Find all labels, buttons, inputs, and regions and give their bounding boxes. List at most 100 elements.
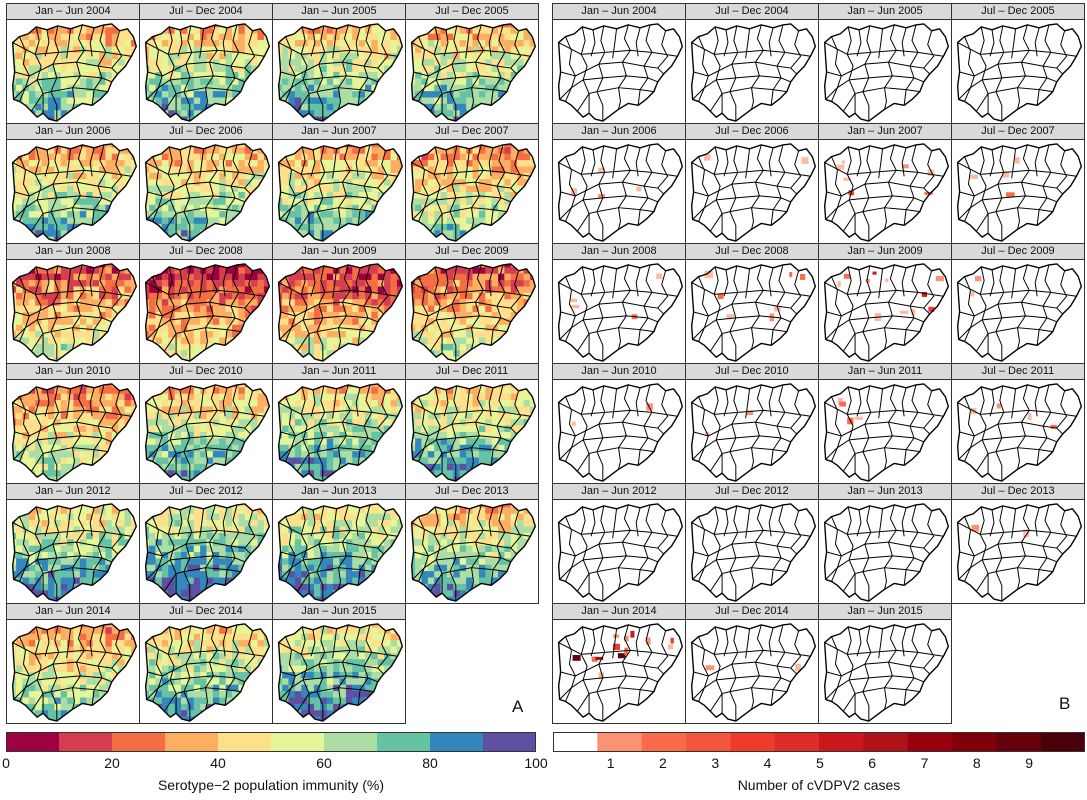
- immunity-region: [161, 198, 169, 206]
- immunity-region: [446, 23, 454, 28]
- immunity-region: [365, 91, 372, 98]
- state-border: [13, 435, 112, 460]
- immunity-region: [459, 33, 467, 41]
- immunity-region: [174, 71, 182, 79]
- immunity-region: [396, 425, 403, 433]
- immunity-region: [79, 59, 87, 66]
- immunity-region: [278, 211, 283, 218]
- immunity-region: [149, 172, 156, 180]
- immunity-region: [446, 217, 454, 225]
- immunity-region: [187, 292, 195, 300]
- immunity-region: [384, 230, 391, 237]
- immunity-region: [251, 97, 258, 105]
- immunity-region: [529, 204, 536, 212]
- immunity-region: [244, 451, 252, 458]
- immunity-region: [67, 383, 74, 388]
- immunity-region: [130, 425, 137, 433]
- immunity-region: [174, 470, 182, 477]
- map-panel: Jul – Dec 2004: [139, 3, 273, 124]
- immunity-region: [288, 23, 296, 28]
- immunity-region: [54, 204, 62, 212]
- immunity-region: [219, 451, 226, 458]
- immunity-region: [124, 211, 132, 218]
- immunity-region: [73, 393, 81, 401]
- immunity-region: [326, 46, 334, 54]
- immunity-region: [504, 179, 512, 186]
- immunity-region: [161, 179, 169, 186]
- immunity-region: [365, 153, 372, 161]
- immunity-region: [99, 230, 106, 237]
- immunity-region: [92, 147, 100, 155]
- immunity-region: [510, 273, 518, 281]
- immunity-region: [257, 463, 265, 471]
- immunity-region: [41, 230, 49, 237]
- immunity-region: [390, 27, 398, 35]
- immunity-region: [313, 103, 321, 111]
- immunity-region: [396, 350, 403, 357]
- immunity-region: [491, 286, 499, 294]
- immunity-region: [478, 179, 486, 186]
- immunity-region: [504, 337, 512, 345]
- immunity-region: [371, 33, 379, 41]
- immunity-region: [282, 71, 289, 79]
- immunity-region: [294, 400, 302, 407]
- immunity-region: [307, 33, 315, 41]
- immunity-region: [365, 400, 372, 407]
- immunity-region: [118, 419, 125, 426]
- immunity-region: [16, 46, 23, 54]
- immunity-region: [263, 160, 270, 167]
- immunity-region: [523, 230, 531, 237]
- immunity-region: [257, 23, 265, 28]
- immunity-region: [16, 84, 23, 92]
- immunity-region: [180, 273, 188, 281]
- immunity-region: [301, 324, 308, 332]
- immunity-region: [339, 217, 347, 225]
- immunity-region: [390, 153, 398, 161]
- immunity-region: [326, 331, 334, 338]
- immunity-region: [251, 103, 258, 111]
- immunity-region: [411, 172, 416, 180]
- immunity-region: [365, 425, 372, 433]
- immunity-region: [28, 211, 36, 218]
- state-border: [152, 276, 163, 342]
- immunity-region: [225, 470, 233, 477]
- immunity-region: [491, 204, 499, 212]
- immunity-region: [200, 191, 207, 199]
- immunity-region: [200, 211, 207, 218]
- immunity-region: [149, 311, 156, 319]
- immunity-region: [86, 27, 93, 35]
- immunity-region: [491, 217, 499, 225]
- immunity-region: [41, 198, 49, 206]
- immunity-region: [41, 406, 49, 414]
- immunity-region: [219, 59, 226, 66]
- immunity-region: [278, 23, 283, 28]
- immunity-region: [225, 217, 233, 225]
- immunity-region: [326, 431, 334, 439]
- immunity-region: [371, 153, 379, 161]
- immunity-region: [333, 40, 340, 47]
- immunity-region: [35, 451, 42, 458]
- immunity-region: [365, 292, 372, 300]
- immunity-region: [345, 383, 353, 388]
- immunity-region: [155, 299, 163, 306]
- immunity-region: [504, 172, 512, 180]
- immunity-region: [415, 267, 422, 275]
- immunity-region: [446, 46, 454, 54]
- immunity-region: [130, 204, 137, 212]
- immunity-region: [453, 337, 461, 345]
- immunity-region: [206, 97, 214, 105]
- immunity-region: [28, 191, 36, 199]
- immunity-region: [529, 27, 536, 35]
- immunity-region: [411, 59, 416, 66]
- immunity-region: [294, 324, 302, 332]
- immunity-region: [313, 425, 321, 433]
- immunity-region: [307, 97, 315, 105]
- immunity-region: [301, 211, 308, 218]
- immunity-region: [251, 419, 258, 426]
- immunity-region: [251, 299, 258, 306]
- immunity-region: [339, 46, 347, 54]
- immunity-region: [124, 223, 132, 231]
- immunity-region: [288, 91, 296, 98]
- immunity-region: [498, 305, 505, 313]
- immunity-region: [313, 419, 321, 426]
